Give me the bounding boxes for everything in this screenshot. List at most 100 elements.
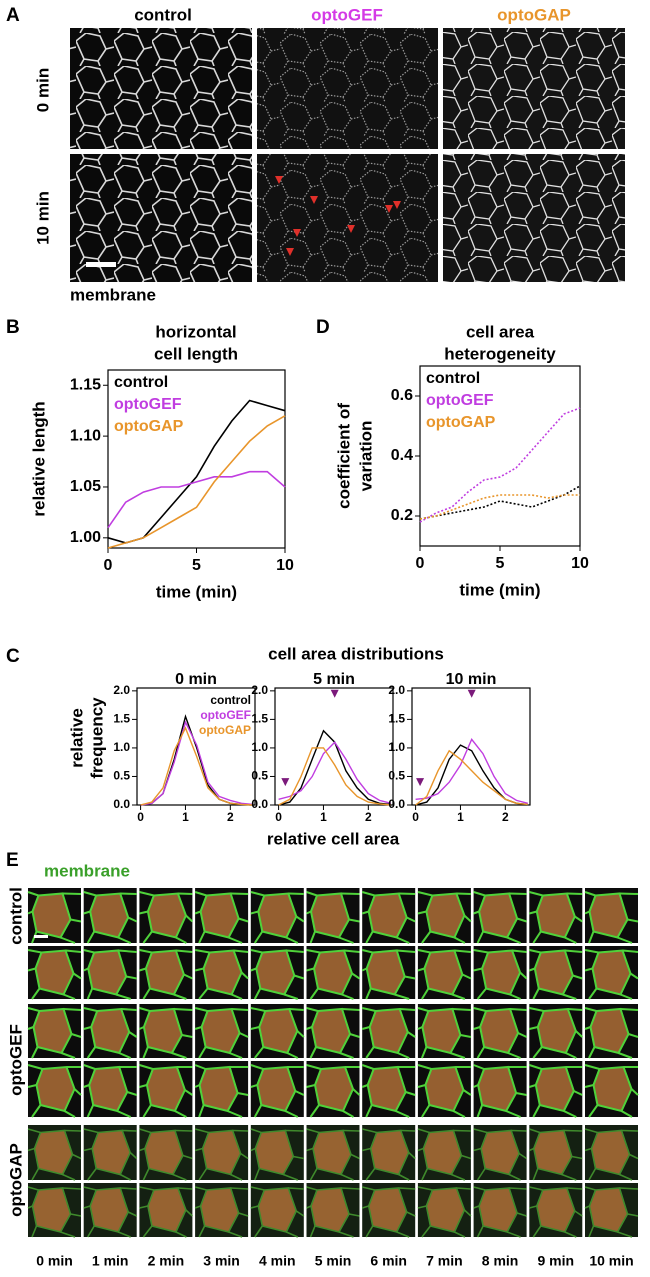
membrane-edge — [250, 1186, 265, 1191]
membrane-edge — [27, 1205, 33, 1209]
membrane-edge — [473, 949, 489, 954]
membrane-edge — [629, 972, 639, 980]
membrane-edge — [293, 1155, 304, 1160]
membrane-edge — [64, 1110, 76, 1118]
caption: membrane — [44, 861, 130, 880]
cell-outline — [310, 1007, 352, 1055]
membrane-edge — [139, 967, 147, 972]
membrane-edge — [508, 1173, 521, 1181]
membrane-edge — [254, 1046, 265, 1059]
membrane-edge — [511, 949, 527, 953]
membrane-edge — [473, 967, 483, 972]
cell-outline — [144, 1129, 184, 1176]
membrane-edge — [617, 1231, 633, 1238]
membrane-edge — [572, 974, 583, 980]
arrowheads — [275, 176, 401, 256]
column-header: optoGAP — [497, 5, 571, 24]
membrane-edge — [351, 972, 361, 980]
membrane-edge — [138, 1026, 145, 1030]
membrane-edge — [27, 1064, 43, 1070]
membrane-edge — [227, 1110, 243, 1118]
membrane-edge — [398, 1187, 416, 1190]
micrograph — [443, 154, 625, 282]
membrane-edge — [285, 1231, 299, 1238]
membrane-edge — [529, 910, 538, 915]
cell-outline — [532, 1129, 573, 1176]
cell-outline — [477, 1065, 518, 1113]
membrane-edge — [361, 910, 369, 915]
membrane-edge — [194, 1186, 207, 1191]
panel-label: B — [6, 317, 20, 338]
cell-outline — [366, 1065, 407, 1113]
x-tick-label: 10 — [571, 555, 589, 572]
membrane-edge — [417, 1205, 427, 1209]
plot-frame — [411, 687, 531, 806]
membrane-edge — [173, 993, 187, 1000]
time-label: 8 min — [482, 1253, 519, 1269]
x-axis-label: time (min) — [156, 582, 237, 601]
arrowhead — [330, 689, 339, 698]
membrane-edge — [198, 1104, 205, 1118]
membrane-edge — [362, 1128, 377, 1134]
chart-title: cell length — [154, 344, 238, 363]
series-line — [415, 749, 528, 806]
legend-entry: optoGAP — [199, 723, 251, 737]
cell-outline — [255, 949, 296, 996]
cell-outline — [199, 1187, 240, 1233]
membrane-edge — [519, 971, 528, 980]
membrane-edge — [619, 1187, 639, 1190]
panel-label: D — [316, 317, 330, 338]
x-tick-label: 0 — [416, 555, 425, 572]
membrane-edge — [27, 1007, 40, 1012]
membrane-edge — [289, 1008, 304, 1011]
membrane-edge — [532, 988, 540, 1000]
membrane-edge — [417, 1026, 423, 1030]
membrane-edge — [309, 1046, 317, 1059]
cell-outline — [588, 1187, 629, 1233]
panel-title: cell area distributions — [268, 644, 444, 663]
y-tick-label: 0.5 — [113, 769, 130, 783]
membrane-edge — [60, 936, 76, 944]
membrane-edge — [532, 930, 542, 944]
membrane-edge — [194, 1128, 209, 1134]
cell-outline — [31, 892, 72, 939]
membrane-edge — [461, 973, 472, 980]
membrane-edge — [27, 967, 36, 972]
membrane-edge — [361, 1205, 369, 1209]
panel-label: E — [6, 850, 19, 871]
membrane-edge — [285, 1129, 304, 1132]
membrane-edge — [564, 949, 583, 953]
y-tick-label: 1.0 — [388, 740, 405, 754]
membrane-edge — [365, 931, 374, 944]
membrane-edge — [476, 1104, 484, 1118]
series-line — [419, 407, 581, 523]
membrane-edge — [588, 1225, 595, 1238]
membrane-edge — [564, 936, 577, 944]
membrane-edge — [420, 1046, 428, 1059]
membrane-edge — [417, 891, 433, 897]
scale-bar — [86, 262, 116, 267]
membrane-edge — [228, 1231, 243, 1238]
membrane-edge — [233, 949, 249, 953]
membrane-edge — [406, 1211, 416, 1217]
membrane-edge — [338, 936, 354, 944]
membrane-edge — [295, 915, 305, 923]
membrane-edge — [453, 1129, 471, 1132]
membrane-edge — [254, 1225, 263, 1238]
membrane-edge — [621, 1129, 639, 1132]
legend-entry: control — [426, 370, 480, 387]
y-tick-label: 1.0 — [113, 740, 130, 754]
membrane-edge — [454, 949, 471, 953]
cell-outline — [89, 892, 130, 939]
membrane-edge — [518, 1152, 528, 1160]
y-tick-label: 1.10 — [70, 427, 101, 444]
y-tick-label: 0.6 — [391, 387, 413, 404]
membrane-edge — [361, 1064, 375, 1070]
membrane-edge — [629, 1153, 639, 1160]
membrane-edge — [473, 891, 486, 897]
membrane-edge — [288, 1187, 304, 1190]
membrane-edge — [528, 1147, 535, 1152]
x-tick-label: 0 — [137, 810, 144, 824]
membrane-edge — [250, 967, 257, 972]
y-tick-label: 1.5 — [388, 712, 405, 726]
